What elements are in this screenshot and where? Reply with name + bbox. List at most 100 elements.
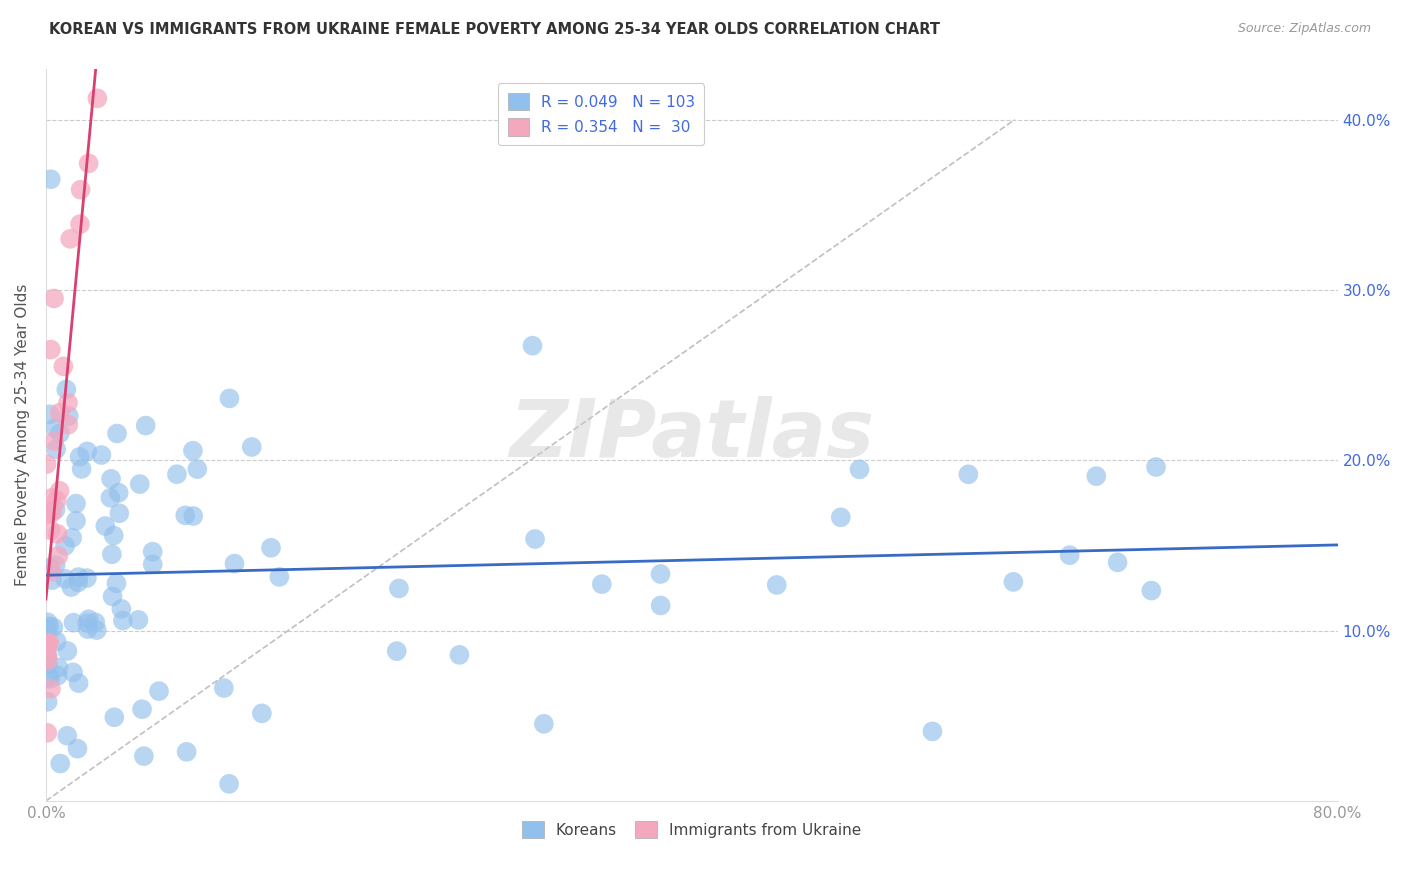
Point [38,619,60,633]
Point [37,615,59,630]
Point [58,409,80,423]
Point [591,577,613,591]
Point [127,613,149,627]
Point [39,172,62,186]
Point [1107,555,1129,569]
Y-axis label: Female Poverty Among 25-34 Year Olds: Female Poverty Among 25-34 Year Olds [15,284,30,586]
Point [101,547,124,561]
Point [45,634,67,648]
Point [524,532,547,546]
Point [100,491,122,505]
Point [250,706,273,721]
Point [522,339,544,353]
Point [70,462,93,476]
Point [37,648,59,663]
Point [186,462,208,476]
Point [39,560,62,574]
Point [52,359,75,374]
Point [60,531,83,545]
Point [49,426,72,441]
Point [38,669,60,683]
Point [69,183,91,197]
Point [45,502,67,516]
Point [69,450,91,464]
Point [37,657,59,672]
Point [42,620,65,634]
Point [1002,574,1025,589]
Point [39,681,62,696]
Point [76,444,98,458]
Point [105,576,128,591]
Point [45,493,67,508]
Point [38,636,60,650]
Point [218,392,240,406]
Point [77,612,100,626]
Point [44,434,66,449]
Text: Source: ZipAtlas.com: Source: ZipAtlas.com [1237,22,1371,36]
Point [212,681,235,695]
Point [77,156,100,170]
Point [103,528,125,542]
Point [62,615,84,630]
Point [131,702,153,716]
Point [41,564,63,578]
Point [49,406,72,420]
Point [848,462,870,476]
Point [385,644,408,658]
Point [174,508,197,523]
Point [650,599,672,613]
Point [38,636,60,650]
Point [86,623,108,637]
Point [181,509,204,524]
Point [260,541,283,555]
Point [39,672,62,686]
Point [240,440,263,454]
Point [957,467,980,482]
Point [35,642,58,657]
Point [39,523,62,537]
Point [37,695,59,709]
Point [128,477,150,491]
Point [37,508,59,522]
Point [55,383,77,397]
Point [921,724,943,739]
Point [218,777,240,791]
Point [111,614,134,628]
Point [388,582,411,596]
Point [39,407,62,421]
Point [90,448,112,462]
Text: KOREAN VS IMMIGRANTS FROM UKRAINE FEMALE POVERTY AMONG 25-34 YEAR OLDS CORRELATI: KOREAN VS IMMIGRANTS FROM UKRAINE FEMALE… [49,22,941,37]
Point [650,566,672,581]
Point [110,602,132,616]
Point [65,514,87,528]
Point [76,615,98,630]
Point [48,660,70,674]
Point [142,558,165,572]
Point [135,418,157,433]
Point [37,623,59,637]
Point [59,232,82,246]
Point [66,741,89,756]
Point [830,510,852,524]
Point [67,676,90,690]
Point [142,545,165,559]
Point [53,539,76,553]
Point [45,442,67,457]
Point [148,684,170,698]
Point [49,756,72,771]
Point [46,549,69,563]
Point [1140,583,1163,598]
Point [58,417,80,432]
Text: ZIPatlas: ZIPatlas [509,396,875,474]
Point [46,668,69,682]
Point [62,665,84,680]
Point [449,648,471,662]
Point [35,457,58,471]
Point [42,292,65,306]
Point [56,644,79,658]
Point [41,491,63,505]
Point [37,725,59,739]
Point [765,578,787,592]
Point [132,749,155,764]
Point [1059,548,1081,562]
